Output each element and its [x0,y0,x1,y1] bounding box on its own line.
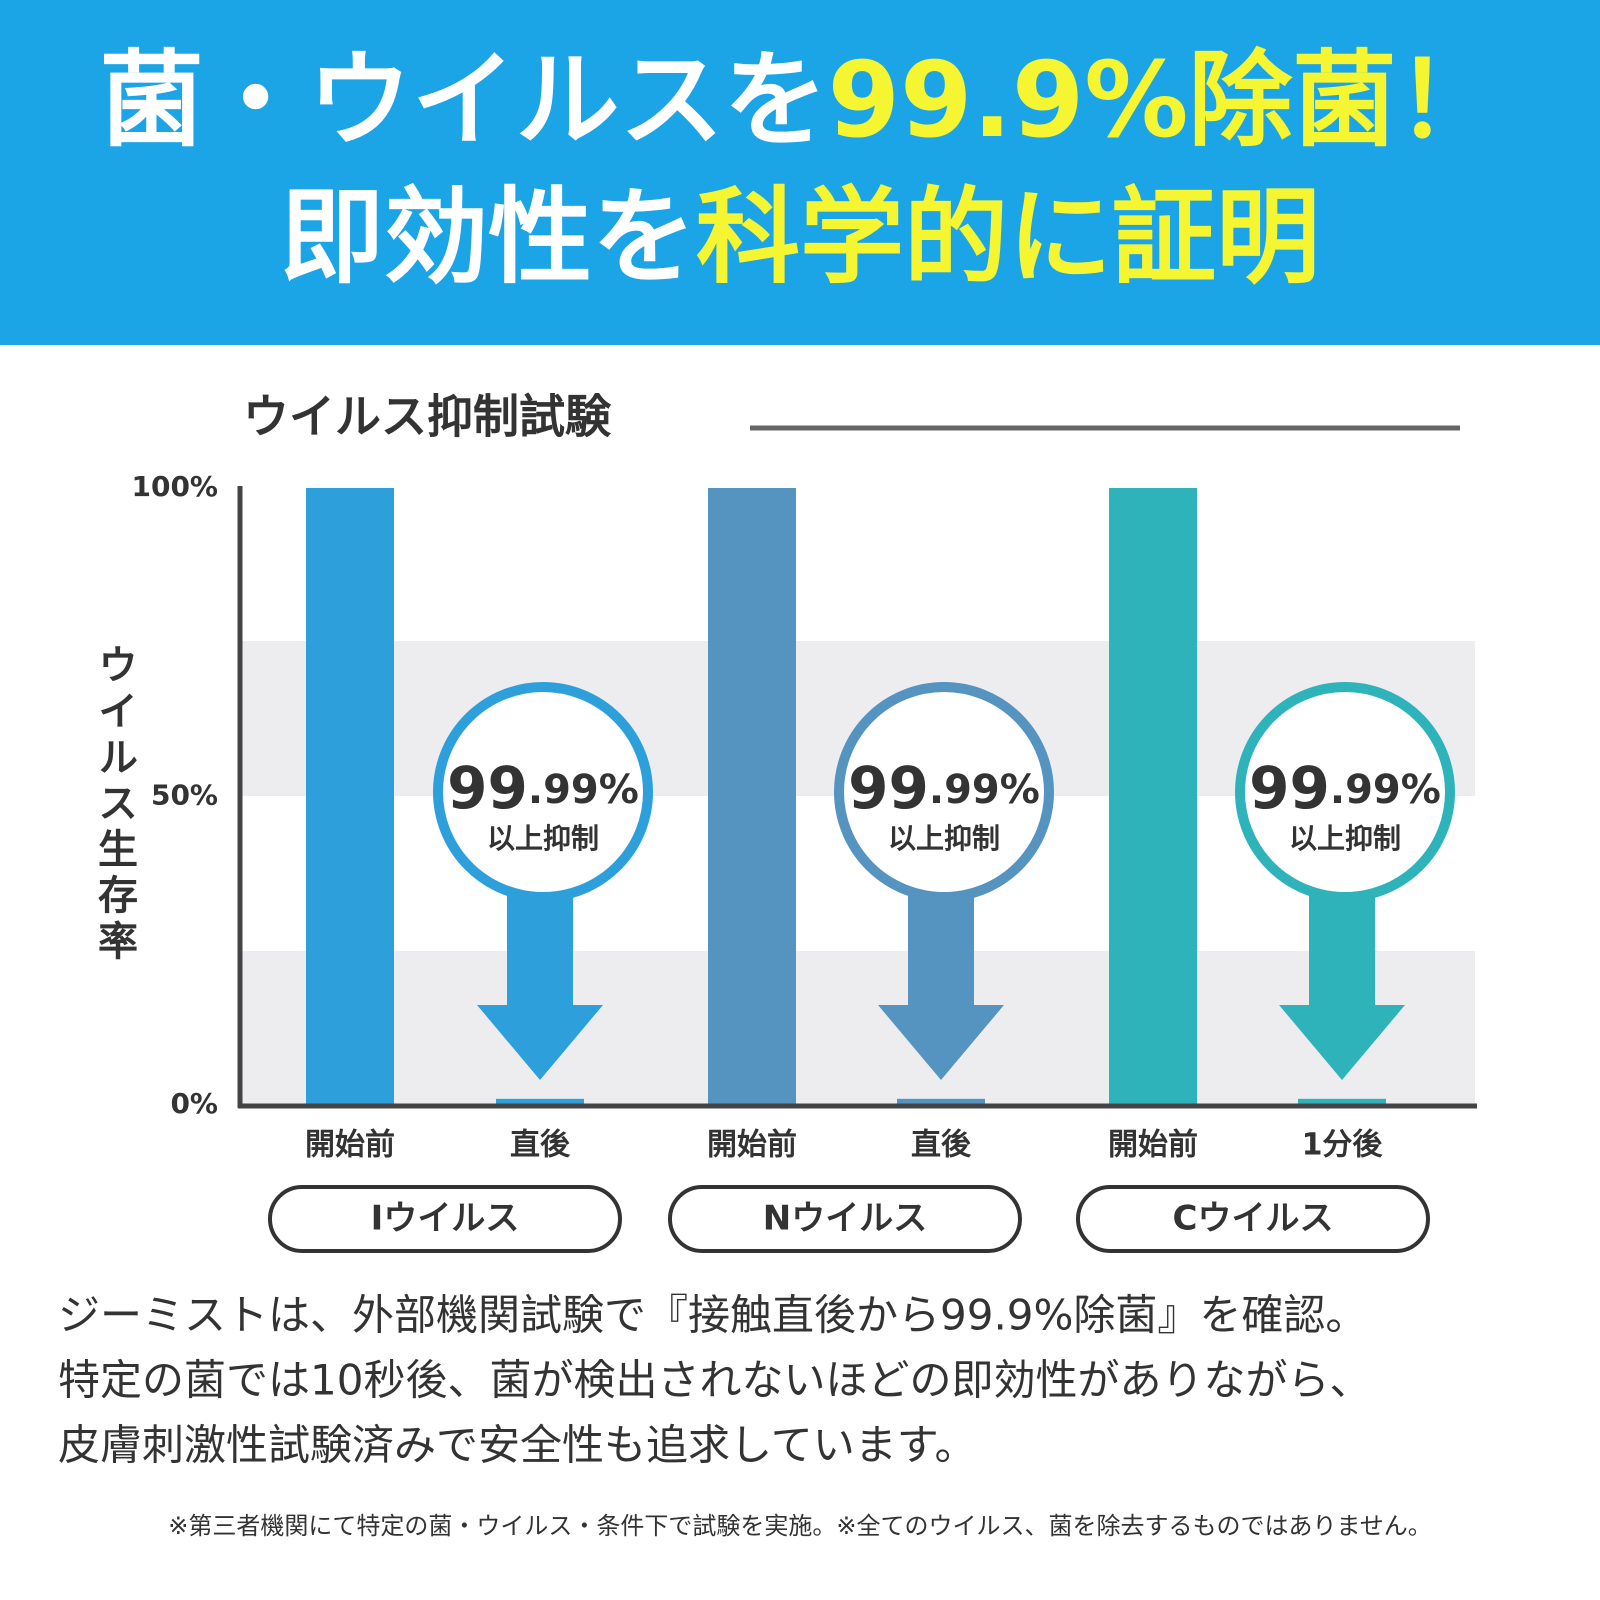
y-tick-label: 50% [151,779,218,812]
x-tick-label: 1分後 [1302,1128,1384,1163]
body-line: 皮膚刺激性試験済みで安全性も追求しています。 [58,1421,977,1470]
badge-note: 以上抑制 [1289,822,1401,855]
badge-small: .99% [528,767,639,813]
bar [496,1098,584,1105]
badge-value: 99.99% [848,754,1040,822]
x-tick-label: 開始前 [305,1128,395,1163]
badge-note: 以上抑制 [487,822,599,855]
group-label: Iウイルス [371,1199,520,1239]
badge-big: 99 [1249,754,1330,822]
badge-note: 以上抑制 [888,822,1000,855]
badge [1235,682,1455,902]
y-axis-label: ウイルス生存率 [91,644,138,966]
x-tick-label: 直後 [510,1128,571,1163]
badge [834,682,1054,902]
group-pill [1076,1185,1430,1253]
badge-big: 99 [848,754,929,822]
body: ジーミストは、外部機関試験で『接触直後から99.9%除菌』を確認。特定の菌では1… [58,1291,1432,1541]
headline-yellow: 99.9%除菌！ [828,39,1501,161]
bar [897,1098,985,1105]
chart-title: ウイルス抑制試験 [243,390,612,444]
arrow-head [878,1005,1004,1080]
bar [1298,1098,1386,1105]
headline-1: 菌・ウイルスを99.9%除菌！ [100,39,1501,161]
headline-white: 即効性を [280,176,696,298]
y-tick-label: 100% [131,470,218,503]
bar [306,488,394,1105]
group-label: Cウイルス [1173,1199,1334,1239]
headline-yellow: 科学的に証明 [696,176,1320,298]
x-tick-label: 直後 [911,1128,972,1163]
bar [708,488,796,1105]
badge-small: .99% [929,767,1040,813]
x-tick-label: 開始前 [707,1128,797,1163]
arrow-shaft [507,890,573,1008]
header-band [0,0,1600,345]
arrow-head [1279,1005,1405,1080]
badge-small: .99% [1330,767,1441,813]
arrow-shaft [908,890,974,1008]
x-tick-label: 開始前 [1108,1128,1198,1163]
group-pill [668,1185,1022,1253]
headline-white: 菌・ウイルスを [100,39,828,161]
body-line: ジーミストは、外部機関試験で『接触直後から99.9%除菌』を確認。 [58,1291,1367,1340]
badge [433,682,653,902]
band [241,951,1475,1105]
group-pill [268,1185,622,1253]
body-line: 特定の菌では10秒後、菌が検出されないほどの即効性がありながら、 [58,1356,1371,1405]
arrow-shaft [1309,890,1375,1008]
badge-big: 99 [447,754,528,822]
bar [1109,488,1197,1105]
badge-value: 99.99% [447,754,639,822]
headline-2: 即効性を科学的に証明 [280,176,1320,298]
group-label: Nウイルス [763,1199,927,1239]
badge-value: 99.99% [1249,754,1441,822]
arrow-head [477,1005,603,1080]
y-tick-label: 0% [170,1087,218,1120]
footnote: ※第三者機関にて特定の菌・ウイルス・条件下で試験を実施。※全てのウイルス、菌を除… [168,1512,1432,1540]
